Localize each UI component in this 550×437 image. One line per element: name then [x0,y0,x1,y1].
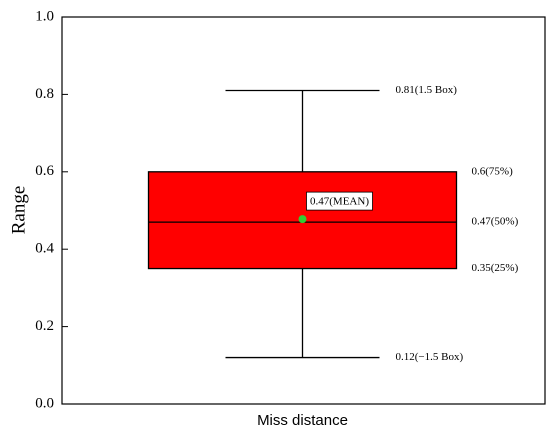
value-label: 0.12(−1.5 Box) [396,351,464,363]
value-label: 0.47(50%) [472,216,519,228]
mean-dot [298,215,307,224]
x-tick-label: Miss distance [257,412,348,429]
mean-label-box [306,191,373,211]
mean-label: 0.47(MEAN) [310,196,369,208]
y-axis-label: Range [8,186,29,235]
y-tick-label: 0.0 [35,395,54,411]
plot-frame [61,16,546,405]
value-label: 0.35(25%) [472,262,519,274]
value-label: 0.6(75%) [472,165,514,177]
y-tick-label: 0.2 [35,318,54,334]
value-label: 0.81(1.5 Box) [396,84,458,96]
y-tick-label: 0.8 [35,86,54,102]
y-tick-label: 0.6 [35,163,54,179]
y-tick-label: 0.4 [35,241,54,257]
y-tick-label: 1.0 [35,8,54,24]
